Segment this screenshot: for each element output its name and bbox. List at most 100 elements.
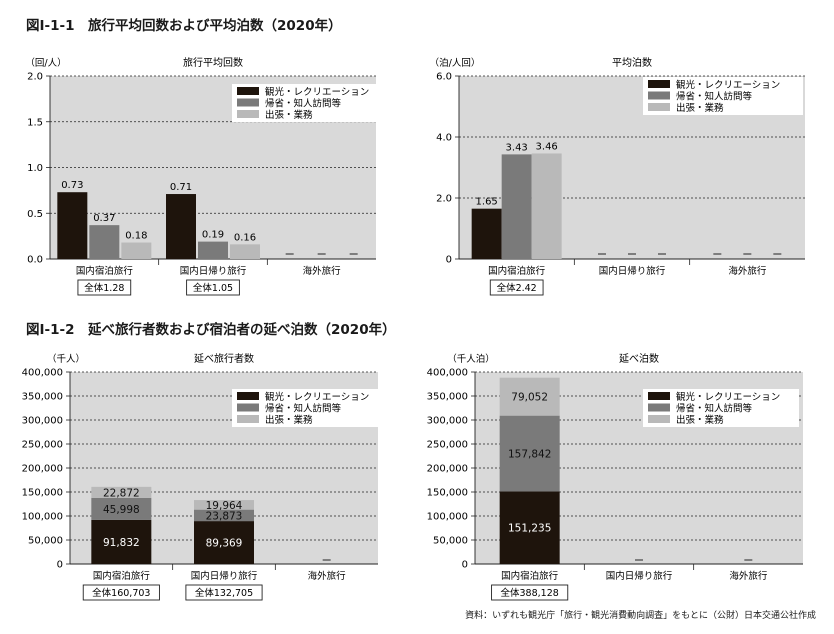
total-label: 全体1.28 [84,282,124,294]
legend-swatch [648,392,670,400]
x-tick-label: 海外旅行 [728,265,767,277]
y-tick-label: 200,000 [427,464,468,475]
y-tick-label: 0 [57,560,63,571]
bar-segment [194,500,254,510]
y-tick-label: 150,000 [22,488,63,499]
legend-swatch [237,110,259,118]
data-label: 89,369 [206,538,243,550]
data-label: 45,998 [103,504,140,516]
y-tick-label: 0 [446,255,452,266]
chart-total-nights: 延べ泊数 （千人泊） 0 50,000 100,000 150,000 200,000 250… [427,352,803,601]
y-axis-unit: （千人） [47,353,85,365]
legend-swatch [237,87,259,95]
bar-segment [499,415,560,492]
data-label: 157,842 [508,449,551,461]
y-tick-label: 300,000 [22,416,63,427]
figure1-title: 図Ⅰ-1-1 旅行平均回数および平均泊数（2020年） [26,18,342,34]
x-tick-label: 海外旅行 [729,570,768,582]
bar [166,194,196,259]
y-tick-label: 100,000 [427,512,468,523]
y-tick-label: 0 [462,560,468,571]
y-tick-label: 50,000 [28,536,63,547]
y-tick-label: 350,000 [427,392,468,403]
y-axis-unit: （泊/人回） [430,57,481,69]
data-label: 22,872 [103,487,140,499]
y-tick-label: 1.0 [27,163,43,174]
figure2-title: 図Ⅰ-1-2 延べ旅行者数および宿泊者の延べ泊数（2020年） [26,322,396,338]
y-tick-label: 300,000 [427,416,468,427]
bar-segment [91,519,152,564]
legend-label: 帰省・知人訪問等 [265,98,342,110]
legend-label: 観光・レクリエーション [265,391,369,403]
legend-swatch [648,403,670,412]
chart-title: 旅行平均回数 [183,56,243,69]
y-tick-label: 400,000 [22,368,63,379]
data-label: 3.46 [536,141,558,152]
x-tick-label: 国内日帰り旅行 [191,570,258,582]
data-label: 0.37 [93,213,115,224]
legend-swatch [648,415,670,423]
total-label: 全体388,128 [501,587,559,599]
y-tick-label: 0.5 [27,209,43,220]
legend-label: 観光・レクリエーション [676,79,780,91]
total-box [185,584,263,601]
total-label: 全体1.05 [193,282,233,294]
total-box [77,279,132,296]
y-tick-label: 50,000 [433,536,468,547]
legend-swatch [648,91,670,100]
chart-title: 延べ泊数 [619,352,659,365]
data-label: 151,235 [508,523,551,535]
data-label: 79,052 [511,392,548,404]
legend-label: 観光・レクリエーション [265,86,369,98]
legend-label: 出張・業務 [265,109,313,121]
y-tick-label: 250,000 [22,440,63,451]
y-tick-label: 250,000 [427,440,468,451]
bar-segment [194,509,254,522]
bar-segment [499,491,560,564]
y-axis-unit: （千人泊） [447,353,495,365]
bar [121,242,152,259]
data-label: 0.71 [170,182,192,193]
total-box [186,279,240,296]
chart-title: 平均泊数 [612,56,652,69]
total-label: 全体160,703 [92,587,150,599]
data-label: 0.19 [202,230,224,241]
y-tick-label: 1.5 [27,117,43,128]
legend-swatch [237,98,259,107]
x-tick-label: 国内宿泊旅行 [501,570,559,582]
x-tick-label: 国内宿泊旅行 [76,265,134,277]
data-label: 3.43 [506,142,528,153]
legend-swatch [648,80,670,88]
total-label: 全体132,705 [195,587,253,599]
y-tick-label: 2.0 [27,72,43,83]
data-label: 23,873 [206,510,243,522]
bar [89,225,120,259]
data-label: 0.16 [234,232,256,243]
y-tick-label: 0.0 [27,255,43,266]
y-tick-label: 100,000 [22,512,63,523]
x-tick-label: 海外旅行 [303,265,342,277]
bar [198,241,228,259]
legend-label: 帰省・知人訪問等 [265,403,342,415]
data-label: 1.65 [476,197,498,208]
bar-segment [91,497,152,520]
y-tick-label: 350,000 [22,392,63,403]
total-label: 全体2.42 [497,282,537,294]
chart-title: 延べ旅行者数 [194,352,254,365]
legend-label: 帰省・知人訪問等 [676,91,753,103]
bar [501,154,532,259]
y-tick-label: 150,000 [427,488,468,499]
x-tick-label: 海外旅行 [308,570,347,582]
legend-label: 帰省・知人訪問等 [676,403,753,415]
bar [531,153,562,259]
legend-swatch [237,415,259,423]
legend-swatch [237,392,259,400]
data-label: 91,832 [103,537,140,549]
y-tick-label: 2.0 [436,194,452,205]
x-tick-label: 国内日帰り旅行 [599,265,666,277]
bar [230,244,260,259]
legend-label: 出張・業務 [676,414,724,426]
data-label: 0.73 [61,180,83,191]
